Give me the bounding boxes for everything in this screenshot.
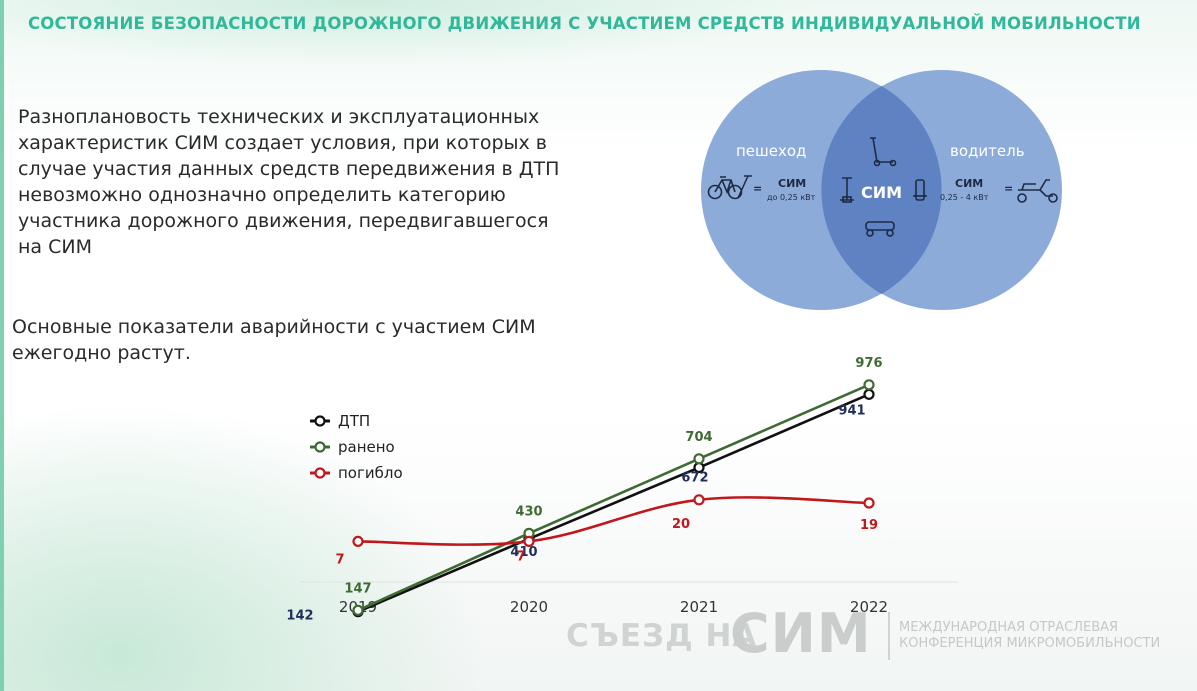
- chart-subheading: Основные показатели аварийности с участи…: [12, 316, 536, 364]
- data-label-0-0: 142: [286, 609, 313, 624]
- left-accent-bar: [0, 0, 4, 691]
- series-point-1-3: [863, 379, 875, 391]
- data-label-2-2: 20: [672, 517, 690, 532]
- footer-line-2: КОНФЕРЕНЦИЯ МИКРОМОБИЛЬНОСТИ: [899, 636, 1161, 651]
- series-line-1: [357, 383, 870, 612]
- venn-label-driver: водитель: [950, 142, 1025, 160]
- segway-icon: [840, 177, 854, 203]
- venn-right-sim: СИМ: [955, 177, 983, 190]
- series-line-0: [357, 393, 870, 613]
- x-axis-ticks: 2019202020212022: [339, 598, 888, 616]
- hoverboard-icon: [865, 221, 895, 237]
- legend-marker-2: [314, 467, 326, 479]
- venn-right-power: 0,25 - 4 кВт: [940, 193, 989, 202]
- moped-icon: [1017, 179, 1058, 203]
- data-label-1-3: 976: [855, 356, 882, 371]
- chart-series: 142 410 672 941 147 430 704 976 7 7 20 19: [286, 356, 882, 624]
- series-point-2-1: [523, 535, 535, 548]
- venn-left-sim: СИМ: [778, 177, 806, 190]
- kick-scooter-icon: [870, 137, 897, 167]
- data-label-0-3: 941: [838, 403, 865, 418]
- electric-scooter-icon: [737, 175, 752, 199]
- x-tick-label-2022: 2022: [850, 598, 888, 616]
- legend-label-1: ранено: [338, 438, 395, 456]
- venn-label-center: СИМ: [861, 183, 902, 202]
- legend-label-2: погибло: [338, 464, 403, 482]
- legend-marker-1: [314, 441, 326, 453]
- legend-marker-0: [314, 415, 326, 427]
- footer-conference: МЕЖДУНАРОДНАЯ ОТРАСЛЕВАЯ КОНФЕРЕНЦИЯ МИК…: [899, 620, 1160, 652]
- venn-left-equals: =: [753, 182, 762, 195]
- data-label-1-2: 704: [685, 430, 712, 445]
- footer-brand-left: СЪЕЗД НА: [566, 618, 758, 654]
- x-tick-label-2020: 2020: [510, 598, 548, 616]
- data-label-1-1: 430: [515, 504, 542, 519]
- data-label-0-2: 672: [681, 471, 708, 486]
- x-tick-label-2021: 2021: [680, 598, 718, 616]
- monowheel-icon: [913, 179, 927, 201]
- slide-title: СОСТОЯНИЕ БЕЗОПАСНОСТИ ДОРОЖНОГО ДВИЖЕНИ…: [28, 14, 1141, 33]
- series-point-1-2: [693, 453, 705, 465]
- series-point-0-3: [863, 388, 875, 400]
- data-label-0-1: 410: [510, 545, 537, 560]
- series-line-2: [357, 496, 870, 546]
- footer-brand-sim: СИМ: [730, 602, 872, 665]
- footer-separator: [888, 612, 890, 660]
- chart-legend: ДТП ранено погибло: [310, 412, 403, 482]
- intro-paragraph: Разноплановость технических и эксплуатац…: [18, 106, 560, 258]
- venn-label-pedestrian: пешеход: [736, 142, 806, 160]
- data-label-2-0: 7: [335, 552, 344, 567]
- data-label-2-3: 19: [860, 518, 878, 533]
- footer-line-1: МЕЖДУНАРОДНАЯ ОТРАСЛЕВАЯ: [899, 620, 1119, 635]
- series-point-1-0: [352, 604, 364, 616]
- series-point-2-0: [352, 535, 364, 548]
- venn-intersection: [821, 86, 942, 294]
- data-label-1-0: 147: [344, 581, 371, 596]
- series-point-2-3: [863, 497, 875, 509]
- legend-label-0: ДТП: [338, 412, 370, 430]
- venn-left-power: до 0,25 кВт: [767, 193, 816, 202]
- data-label-2-1: 7: [516, 549, 525, 564]
- series-point-2-2: [693, 494, 705, 506]
- venn-right-equals: =: [1004, 182, 1013, 195]
